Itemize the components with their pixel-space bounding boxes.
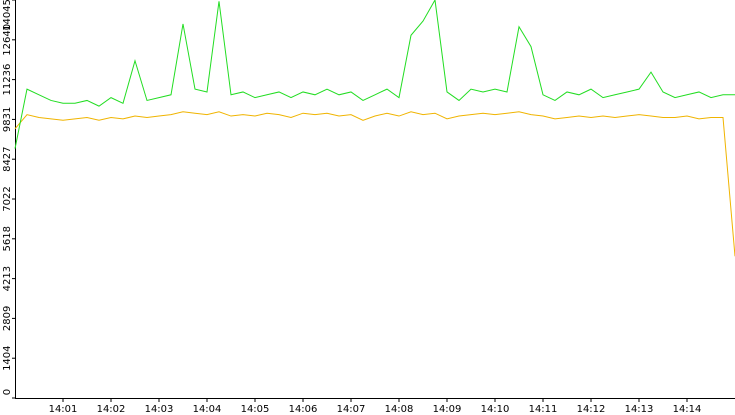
series-line <box>14 111 735 257</box>
x-tick-label: 14:05 <box>241 404 270 415</box>
x-tick-label: 14:13 <box>625 404 654 415</box>
x-tick-label: 14:12 <box>577 404 606 415</box>
y-tick-label: 7022 <box>2 186 13 211</box>
y-tick-label: 14045 <box>2 0 13 31</box>
y-tick-label: 1404 <box>2 345 13 370</box>
series-line <box>14 0 735 149</box>
x-tick-label: 14:01 <box>49 404 78 415</box>
x-tick-label: 14:08 <box>385 404 414 415</box>
x-tick-label: 14:10 <box>481 404 510 415</box>
y-tick-label: 11236 <box>2 64 13 96</box>
x-tick-label: 14:06 <box>289 404 318 415</box>
x-tick-label: 14:07 <box>337 404 366 415</box>
y-tick-label: 8427 <box>2 146 13 171</box>
y-tick-label: 9831 <box>2 107 13 132</box>
y-tick-label: 5618 <box>2 226 13 251</box>
x-tick-label: 14:04 <box>193 404 222 415</box>
x-tick-label: 14:14 <box>673 404 702 415</box>
y-tick-label: 2809 <box>2 306 13 331</box>
y-tick-label: 0 <box>2 389 13 395</box>
x-tick-label: 14:03 <box>145 404 174 415</box>
y-tick-label: 4213 <box>2 266 13 291</box>
y-tick-label: 12640 <box>2 24 13 56</box>
x-tick-label: 14:09 <box>433 404 462 415</box>
x-tick-label: 14:02 <box>97 404 126 415</box>
x-tick-label: 14:11 <box>529 404 558 415</box>
